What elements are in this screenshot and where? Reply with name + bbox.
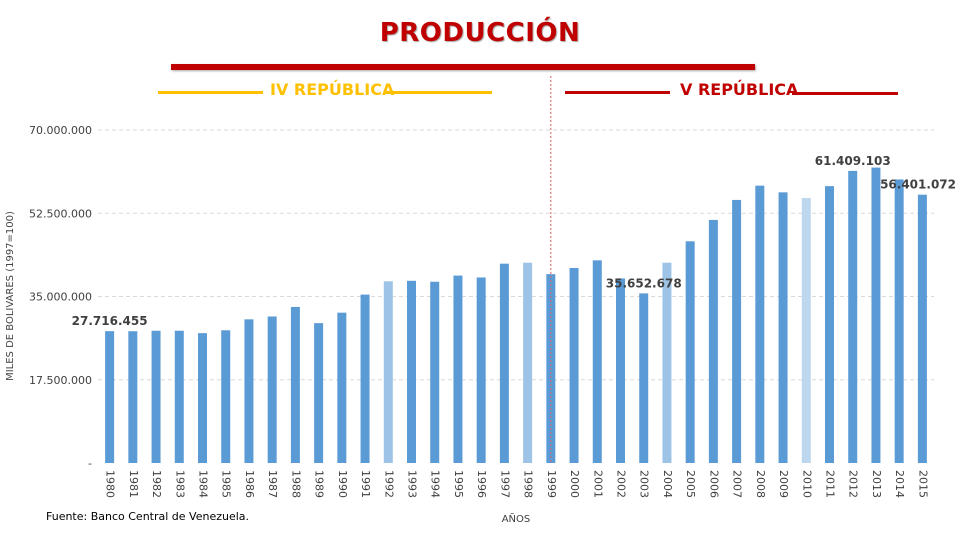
bar-1994 [430, 281, 440, 463]
bar-2003 [639, 293, 649, 463]
gridlines [98, 129, 934, 381]
bar-2007 [732, 199, 742, 463]
x-tick-label: 2006 [707, 470, 720, 498]
x-tick-label: 1995 [452, 470, 465, 498]
bar-2009 [778, 192, 788, 463]
x-tick-label: 2002 [615, 470, 628, 498]
x-tick-label: 1984 [197, 470, 210, 498]
bar-2004 [662, 262, 672, 463]
x-tick-label: 1991 [359, 470, 372, 498]
x-tick-label: 1996 [475, 470, 488, 498]
era-left-line-right [384, 91, 492, 94]
bar-1985 [221, 330, 231, 463]
x-tick-label: 1981 [127, 470, 140, 498]
title-underline [171, 64, 755, 70]
y-axis-ticks: - 17.500.000 35.000.000 52.500.000 70.000.00… [29, 124, 92, 470]
x-tick-label: 1982 [150, 470, 163, 498]
x-tick-label: 2011 [824, 470, 837, 498]
bar-2002 [616, 278, 625, 463]
bar-1995 [453, 275, 463, 463]
bar-2012 [848, 170, 858, 464]
era-left-line-left [158, 91, 263, 94]
bar-2011 [825, 186, 834, 464]
bar-2010 [801, 198, 811, 463]
x-tick-label: 1999 [545, 470, 558, 498]
x-tick-label: 2012 [847, 470, 860, 498]
x-tick-label: 2005 [684, 470, 697, 498]
x-tick-label: 2007 [731, 470, 744, 498]
x-tick-label: 2015 [916, 470, 929, 498]
bar-2005 [685, 241, 695, 463]
x-tick-label: 1992 [382, 470, 395, 498]
x-tick-label: 2009 [777, 470, 790, 498]
x-tick-label: 1993 [406, 470, 419, 498]
x-tick-label: 1990 [336, 470, 349, 498]
bar-series [105, 167, 927, 464]
bar-2006 [708, 219, 718, 463]
x-tick-label: 1989 [313, 470, 326, 498]
y-tick-label: 52.500.000 [29, 207, 92, 220]
bar-2000 [569, 267, 579, 463]
bar-1983 [174, 330, 184, 463]
source-note: Fuente: Banco Central de Venezuela. [46, 510, 250, 523]
x-tick-label: 1983 [173, 470, 186, 498]
bar-1987 [267, 316, 277, 463]
data-label: 27.716.455 [72, 314, 148, 328]
x-tick-label: 1980 [104, 470, 117, 498]
x-tick-label: 1994 [429, 470, 442, 498]
x-tick-label: 1986 [243, 470, 256, 498]
bar-1998 [523, 262, 533, 463]
bar-1996 [476, 277, 486, 463]
bar-1990 [337, 312, 347, 463]
bar-1980 [105, 331, 115, 463]
bar-1992 [383, 281, 393, 463]
bar-1997 [499, 263, 509, 463]
era-right-line-left [565, 91, 670, 94]
x-tick-label: 2004 [661, 470, 674, 498]
x-tick-label: 1998 [522, 470, 535, 498]
bar-1993 [407, 280, 416, 463]
x-axis-ticks: 1980 1981 1982 1983 1984 1985 1986 1987 1988 1989… [104, 470, 930, 498]
x-tick-label: 1985 [220, 470, 233, 498]
x-tick-label: 2003 [638, 470, 651, 498]
x-tick-label: 2000 [568, 470, 581, 498]
bar-2001 [592, 260, 602, 463]
bar-1989 [314, 323, 324, 463]
bar-1981 [128, 331, 138, 463]
y-tick-label: 70.000.000 [29, 124, 92, 137]
chart-title: PRODUCCIÓN [379, 18, 581, 48]
bar-2013 [871, 167, 881, 463]
bar-1982 [151, 330, 161, 463]
y-axis-label: MILES DE BOLIVARES (1997=100) [5, 211, 16, 381]
bar-2015 [917, 194, 927, 463]
data-label: 35.652.678 [606, 276, 682, 290]
x-tick-label: 2001 [591, 470, 604, 498]
x-tick-label: 2014 [893, 470, 906, 498]
era-left-label: IV REPÚBLICA [270, 80, 395, 99]
y-tick-label: 35.000.000 [29, 291, 92, 304]
x-tick-label: 2010 [800, 470, 813, 498]
bar-1991 [360, 294, 370, 463]
bar-1986 [244, 319, 254, 463]
era-right-line-right [792, 92, 898, 95]
x-tick-label: 1988 [289, 470, 302, 498]
x-tick-label: 2013 [870, 470, 883, 498]
y-tick-label: - [88, 457, 92, 470]
bar-1984 [198, 333, 207, 463]
era-right-label: V REPÚBLICA [680, 80, 799, 99]
data-label: 56.401.072 [880, 178, 956, 192]
bar-2008 [755, 185, 765, 463]
x-tick-label: 1997 [498, 470, 511, 498]
bar-1988 [290, 306, 300, 463]
y-tick-label: 17.500.000 [29, 374, 92, 387]
x-axis-label: AÑOS [502, 512, 531, 525]
data-labels: 27.716.455 35.652.678 61.409.103 56.401.072 [72, 154, 956, 328]
x-tick-label: 2008 [754, 470, 767, 498]
x-tick-label: 1987 [266, 470, 279, 498]
bar-2014 [894, 179, 904, 463]
data-label: 61.409.103 [815, 154, 891, 168]
